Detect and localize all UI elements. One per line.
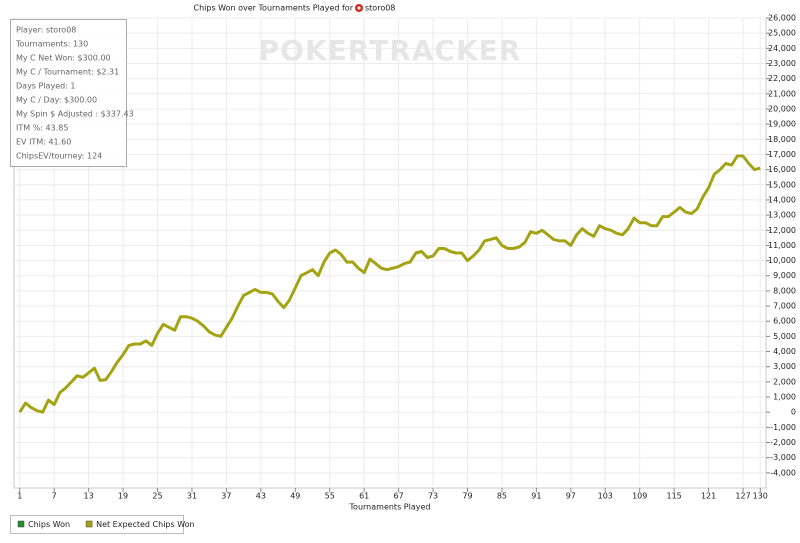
y-tick-label: 3,000 (773, 362, 796, 371)
x-tick-label: 49 (290, 492, 300, 501)
y-tick-label: 2,000 (773, 377, 796, 386)
y-tick-label: 22,000 (768, 74, 796, 83)
y-tick-label: 1,000 (773, 393, 796, 402)
stat-line: EV ITM: 41.60 (16, 138, 71, 147)
y-tick-label: 17,000 (768, 150, 796, 159)
y-tick-label: 4,000 (773, 347, 796, 356)
y-tick-label: 11,000 (768, 241, 796, 250)
y-tick-label: 8,000 (773, 286, 796, 295)
chart-title: Chips Won over Tournaments Played for (194, 4, 354, 13)
stat-line: ChipsEV/tourney: 124 (16, 152, 102, 161)
x-tick-label: 25 (152, 492, 162, 501)
y-tick-label: 9,000 (773, 271, 796, 280)
y-tick-label: 20,000 (768, 104, 796, 113)
y-tick-label: -1,000 (770, 423, 796, 432)
x-axis-label: Tournaments Played (349, 503, 431, 512)
x-tick-label: 55 (325, 492, 335, 501)
y-tick-label: 23,000 (768, 59, 796, 68)
y-tick-label: 24,000 (768, 44, 796, 53)
y-tick-label: 7,000 (773, 302, 796, 311)
legend-swatch (85, 520, 93, 528)
stat-line: Player: storo08 (16, 26, 76, 35)
y-tick-label: -3,000 (770, 453, 796, 462)
y-tick-label: 14,000 (768, 195, 796, 204)
x-tick-label: 121 (701, 492, 716, 501)
x-tick-label: 115 (667, 492, 682, 501)
y-tick-label: 10,000 (768, 256, 796, 265)
stats-box (10, 19, 127, 167)
player-name: storo08 (365, 4, 395, 13)
x-tick-label: 7 (52, 492, 57, 501)
legend-label: Chips Won (28, 520, 70, 529)
stat-line: My C / Day: $300.00 (16, 96, 97, 105)
x-tick-label: 1 (17, 492, 22, 501)
x-tick-label: 61 (359, 492, 369, 501)
series-line (18, 154, 761, 414)
y-tick-label: 16,000 (768, 165, 796, 174)
y-tick-label: 12,000 (768, 226, 796, 235)
y-tick-label: 19,000 (768, 120, 796, 129)
x-tick-label: 43 (256, 492, 266, 501)
legend-swatch (17, 520, 25, 528)
x-tick-label: 85 (497, 492, 507, 501)
player-icon (355, 4, 363, 12)
x-tick-label: 109 (632, 492, 647, 501)
stat-line: My Spin $ Adjusted : $337.43 (16, 110, 134, 119)
x-tick-label: 31 (187, 492, 197, 501)
plot-background (13, 17, 767, 489)
y-tick-label: 5,000 (773, 332, 796, 341)
y-tick-label: -4,000 (770, 468, 796, 477)
y-tick-label: 0 (791, 408, 796, 417)
x-tick-label: 97 (566, 492, 576, 501)
stat-line: ITM %: 43.85 (16, 124, 68, 133)
stat-line: Tournaments: 130 (15, 40, 88, 49)
y-tick-label: 26,000 (768, 14, 796, 23)
y-tick-label: 21,000 (768, 89, 796, 98)
x-tick-label: 130 (753, 492, 768, 501)
x-tick-label: 37 (221, 492, 231, 501)
y-tick-label: -2,000 (770, 438, 796, 447)
legend-box (10, 515, 184, 534)
x-tick-label: 73 (428, 492, 438, 501)
y-tick-label: 18,000 (768, 135, 796, 144)
x-tick-label: 13 (84, 492, 94, 501)
x-tick-label: 91 (531, 492, 541, 501)
legend-label: Net Expected Chips Won (96, 520, 195, 529)
legend: Chips Won Net Expected Chips Won (17, 520, 195, 529)
x-tick-label: 79 (462, 492, 472, 501)
stat-line: My C / Tournament: $2.31 (16, 68, 119, 77)
stats-list: Player: storo08 Tournaments: 130 My C Net … (15, 26, 134, 161)
plot-area: -4,000 -3,000 -2,000 -1,000 0 1,000 2,000 3,000… (13, 14, 796, 501)
x-tick-label: 19 (118, 492, 128, 501)
stat-line: Days Played: 1 (16, 82, 76, 91)
y-tick-label: 25,000 (768, 29, 796, 38)
y-tick-label: 13,000 (768, 211, 796, 220)
y-tick-label: 15,000 (768, 180, 796, 189)
x-tick-label: 127 (735, 492, 750, 501)
stat-line: My C Net Won: $300.00 (16, 54, 111, 63)
x-tick-label: 103 (598, 492, 613, 501)
y-tick-label: 6,000 (773, 317, 796, 326)
x-tick-label: 67 (394, 492, 404, 501)
watermark: POKERTRACKER (259, 34, 522, 67)
